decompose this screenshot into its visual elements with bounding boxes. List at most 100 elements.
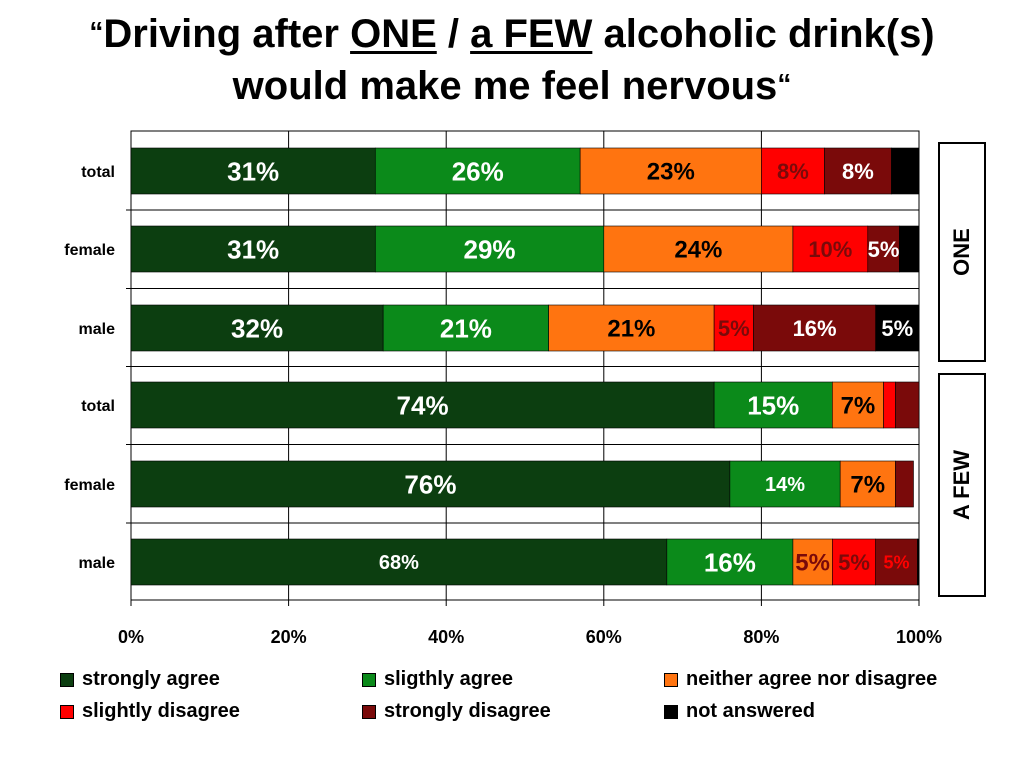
plot-area	[130, 130, 920, 601]
data-label: 8%	[777, 159, 809, 184]
bar-segment	[130, 147, 376, 195]
bar-segment	[603, 225, 794, 273]
category-label: total	[81, 164, 115, 181]
bar-segment	[761, 147, 825, 195]
data-label: 5%	[838, 550, 870, 575]
data-label: 21%	[440, 313, 492, 343]
bar-segment	[579, 147, 762, 195]
category-label: female	[64, 477, 115, 494]
bar-segment	[839, 460, 896, 508]
data-label: 68%	[379, 552, 419, 574]
bar-segment	[130, 225, 376, 273]
legend-item: neither agree nor disagree	[664, 668, 937, 691]
bar-segment	[883, 381, 896, 429]
bar-segment	[130, 304, 384, 352]
bar-segment	[824, 147, 892, 195]
x-tick-label: 0%	[118, 627, 144, 647]
legend-item: strongly disagree	[362, 700, 551, 723]
category-label: total	[81, 398, 115, 415]
data-label: 16%	[793, 316, 837, 341]
legend-swatch	[362, 704, 376, 719]
group-box-a-few: A FEW	[938, 373, 986, 597]
bar-segment	[729, 460, 841, 508]
bar-segment	[753, 304, 876, 352]
title-part2: alcoholic drink(s)	[592, 12, 935, 56]
legend-swatch	[60, 672, 74, 687]
legend-item: not answered	[664, 700, 815, 723]
legend-swatch	[362, 672, 376, 687]
bar-segment	[832, 381, 884, 429]
data-label: 24%	[674, 237, 722, 264]
title-line2: would make me feel nervous	[232, 64, 778, 108]
bar-segment	[898, 225, 919, 273]
data-label: 8%	[842, 159, 874, 184]
group-label-one: ONE	[949, 228, 974, 276]
legend-swatch	[664, 704, 678, 719]
legend-item: sligthly agree	[362, 668, 513, 691]
title-close-quote: “	[777, 68, 792, 99]
data-label: 7%	[850, 472, 885, 499]
legend-item: slightly disagree	[60, 700, 240, 723]
bar-segment	[130, 538, 668, 586]
bar-segment	[713, 304, 754, 352]
legend-label: strongly disagree	[384, 700, 551, 722]
group-label-a-few: A FEW	[949, 449, 974, 521]
x-tick-label: 60%	[586, 627, 622, 647]
x-tick-label: 40%	[428, 627, 464, 647]
legend-swatch	[664, 672, 678, 687]
legend-item: strongly agree	[60, 668, 220, 691]
bar-segment	[895, 381, 920, 429]
chart-title: “Driving after ONE / a FEW alcoholic dri…	[0, 8, 1024, 112]
legend-label: strongly agree	[82, 668, 220, 690]
bar-segment	[832, 538, 876, 586]
bar-segment	[895, 460, 914, 508]
bar-segment	[713, 381, 833, 429]
data-label: 16%	[704, 547, 756, 577]
bar-segment	[891, 147, 920, 195]
legend-label: neither agree nor disagree	[686, 668, 938, 690]
data-label: 21%	[607, 316, 655, 343]
data-label: 23%	[647, 159, 695, 186]
data-label: 26%	[452, 156, 504, 186]
bar-segment	[130, 381, 715, 429]
data-label: 29%	[464, 234, 516, 264]
bar-segment	[130, 460, 731, 508]
group-box-one: ONE	[938, 142, 986, 362]
legend-label: sligthly agree	[384, 668, 513, 690]
x-tick-label: 100%	[896, 627, 942, 647]
bar-segment	[875, 538, 918, 586]
category-label: male	[79, 555, 116, 572]
title-part1: Driving after	[103, 12, 351, 56]
data-label: 5%	[884, 552, 910, 572]
bar-segment	[917, 538, 920, 586]
category-label: female	[64, 242, 115, 259]
legend-label: slightly disagree	[82, 700, 240, 722]
bar-segment	[374, 147, 581, 195]
data-label: 15%	[747, 390, 799, 420]
data-label: 31%	[227, 156, 279, 186]
data-label: 5%	[795, 550, 830, 577]
data-label: 10%	[808, 237, 852, 262]
title-one: ONE	[350, 12, 437, 56]
bar-segment	[875, 304, 920, 352]
title-sep: /	[436, 12, 471, 56]
title-few: a FEW	[470, 12, 593, 56]
x-tick-label: 20%	[271, 627, 307, 647]
bar-segment	[666, 538, 794, 586]
data-label: 14%	[765, 474, 805, 496]
legend-label: not answered	[686, 700, 815, 722]
data-label: 5%	[718, 316, 750, 341]
title-open-quote: “	[89, 16, 104, 47]
legend-swatch	[60, 704, 74, 719]
data-label: 7%	[841, 393, 876, 420]
bar-segment	[548, 304, 715, 352]
category-label: male	[79, 321, 116, 338]
x-tick-label: 80%	[743, 627, 779, 647]
data-label: 32%	[231, 313, 283, 343]
data-label: 5%	[868, 237, 900, 262]
data-label: 31%	[227, 234, 279, 264]
bar-segment	[382, 304, 549, 352]
bar-segment	[867, 225, 900, 273]
data-label: 74%	[397, 390, 449, 420]
